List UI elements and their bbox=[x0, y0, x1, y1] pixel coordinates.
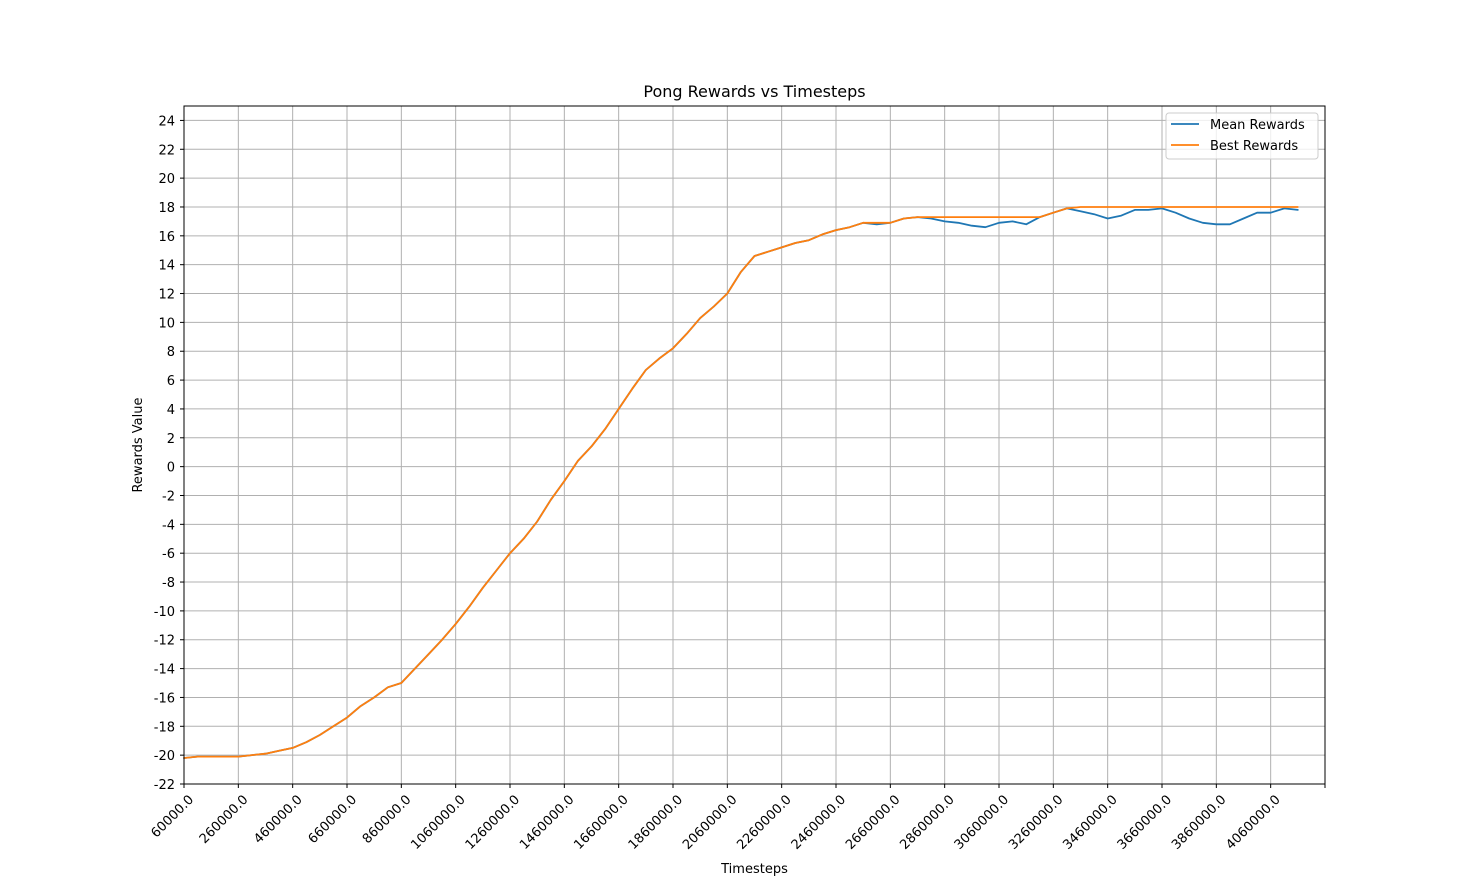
y-tick-label: -10 bbox=[154, 605, 175, 620]
y-axis-label: Rewards Value bbox=[131, 397, 146, 492]
y-tick-label: -4 bbox=[162, 518, 175, 533]
legend: Mean Rewards Best Rewards bbox=[1165, 112, 1319, 160]
y-tick-label: 6 bbox=[167, 374, 175, 389]
y-tick-label: 18 bbox=[158, 201, 175, 216]
y-tick-label: -6 bbox=[162, 547, 175, 562]
y-tick-label: 2 bbox=[167, 432, 175, 447]
y-tick-label: 0 bbox=[167, 461, 175, 476]
y-tick-label: 4 bbox=[167, 403, 175, 418]
y-tick-label: 12 bbox=[158, 288, 175, 303]
y-tick-label: -20 bbox=[154, 749, 175, 764]
y-tick-label: 20 bbox=[158, 172, 175, 187]
y-tick-label: 8 bbox=[167, 345, 175, 360]
plot-area-frame bbox=[183, 105, 1326, 785]
y-tick-label: -14 bbox=[154, 663, 175, 678]
y-tick-label: -18 bbox=[154, 720, 175, 735]
y-tick-label: 24 bbox=[158, 114, 175, 129]
legend-label: Best Rewards bbox=[1210, 139, 1298, 154]
legend-box bbox=[1165, 112, 1319, 160]
y-tick-label: 10 bbox=[158, 316, 175, 331]
x-axis-label: Timesteps bbox=[720, 862, 788, 877]
y-tick-label: -8 bbox=[162, 576, 175, 591]
series-lines bbox=[183, 206, 1299, 759]
y-axis-ticks: -22-20-18-16-14-12-10-8-6-4-202468101214… bbox=[154, 114, 184, 793]
y-tick-label: -16 bbox=[154, 691, 175, 706]
legend-label: Mean Rewards bbox=[1210, 118, 1305, 133]
y-tick-label: 14 bbox=[158, 259, 175, 274]
y-tick-label: -2 bbox=[162, 489, 175, 504]
y-tick-label: 16 bbox=[158, 230, 175, 245]
series-line-best-rewards bbox=[183, 206, 1299, 759]
y-tick-label: -12 bbox=[154, 634, 175, 649]
y-tick-label: 22 bbox=[158, 143, 175, 158]
y-tick-label: -22 bbox=[154, 778, 175, 793]
chart-title: Pong Rewards vs Timesteps bbox=[643, 82, 865, 101]
